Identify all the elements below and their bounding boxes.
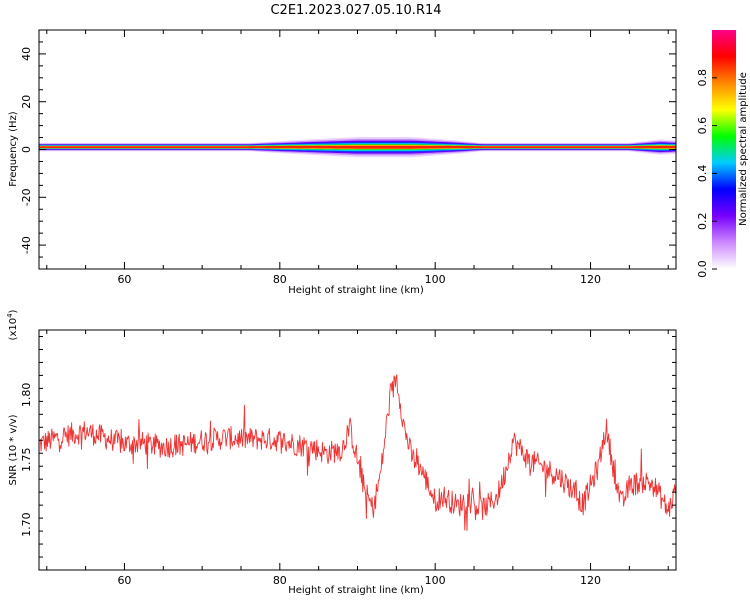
snr-x-tick-label: 80 [273, 574, 287, 587]
colorbar-tick-label: 0.8 [696, 69, 709, 87]
spectrogram-x-axis: 60 80 100 120 [46, 30, 669, 286]
spectrogram-y-tick-label: 40 [20, 47, 33, 61]
snr-x-tick-label: 120 [580, 574, 601, 587]
snr-y-multiplier: (x104) [6, 309, 19, 340]
snr-y-tick-label: 1.80 [20, 383, 33, 408]
spectrogram-y-tick-label: 20 [20, 95, 33, 109]
spectral-band [39, 137, 676, 158]
spectrogram-x-tick-label: 100 [425, 273, 446, 286]
spectral-band-layer-7 [39, 145, 676, 149]
snr-x-tick-label: 60 [117, 574, 131, 587]
spectrogram-y-label: Frequency (Hz) [8, 111, 19, 187]
colorbar-tick-label: 0.4 [696, 165, 709, 183]
spectrogram-y-axis: -40 -20 0 20 40 [20, 29, 676, 270]
snr-x-tick-label: 100 [425, 574, 446, 587]
chart-title: C2E1.2023.027.05.10.R14 [270, 3, 441, 18]
colorbar-ticks: 0.0 0.2 0.4 0.6 0.8 [696, 69, 717, 278]
snr-y-axis: 1.70 1.75 1.80 [20, 335, 676, 571]
snr-panel: 60 80 100 120 1.70 1.75 1.80 Height of straig… [6, 309, 677, 596]
spectrogram-x-tick-label: 60 [117, 273, 131, 286]
snr-y-tick-label: 1.75 [20, 447, 33, 472]
snr-x-label: Height of straight line (km) [288, 585, 424, 596]
spectrogram-x-tick-label: 80 [273, 273, 287, 286]
spectrogram-x-label: Height of straight line (km) [288, 285, 424, 296]
spectrogram-y-tick-label: 0 [20, 146, 33, 153]
snr-y-tick-label: 1.70 [20, 512, 33, 537]
colorbar-tick-label: 0.6 [696, 117, 709, 135]
snr-plot-area [39, 330, 676, 570]
colorbar-label: Normalized spectral amplitude [738, 72, 749, 226]
spectrogram-x-tick-label: 120 [580, 273, 601, 286]
snr-x-axis: 60 80 100 120 [46, 330, 669, 587]
colorbar-tick-label: 0.0 [696, 260, 709, 278]
colorbar-tick-label: 0.2 [696, 212, 709, 230]
spectrogram-panel: 60 80 100 120 -40 -20 0 20 40 Height of straigh… [8, 29, 677, 296]
colorbar-gradient [712, 30, 736, 269]
spectrogram-y-tick-label: -40 [20, 236, 33, 254]
snr-y-label: SNR (10 * v/v) [8, 414, 19, 485]
snr-series-line [39, 374, 676, 532]
colorbar: 0.0 0.2 0.4 0.6 0.8 Normalized spectral ampl… [696, 30, 749, 278]
spectrogram-y-tick-label: -20 [20, 188, 33, 206]
